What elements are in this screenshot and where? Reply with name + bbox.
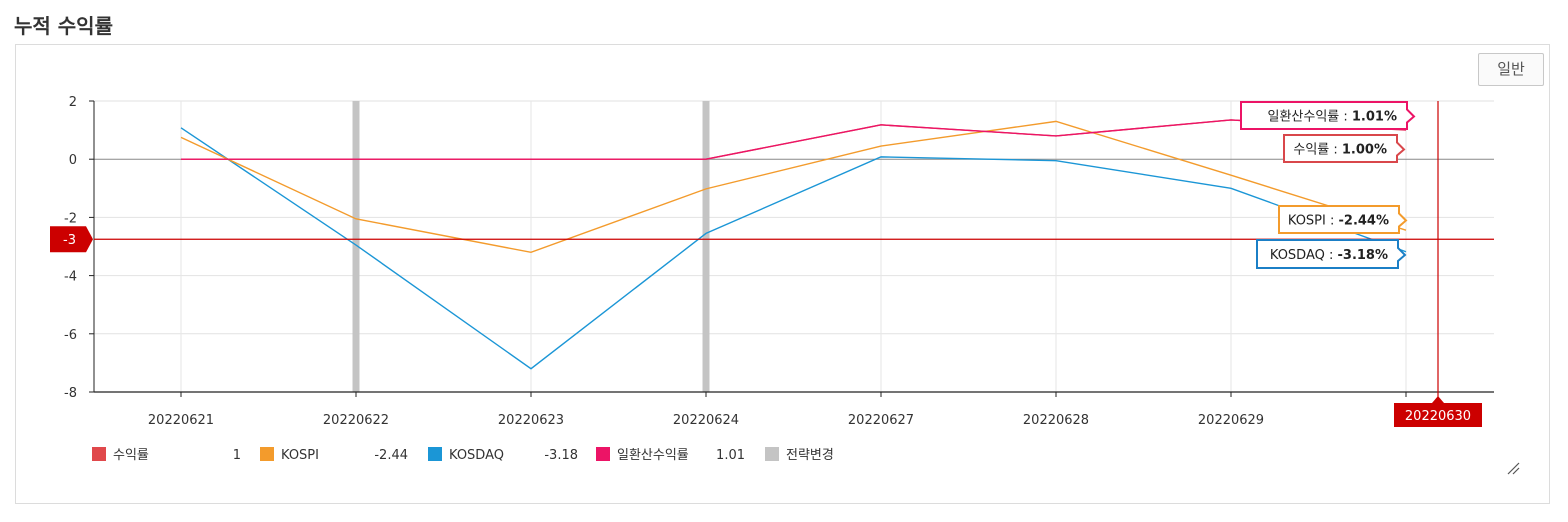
legend-swatch bbox=[428, 447, 442, 461]
tooltip-value: -3.18% bbox=[1338, 248, 1389, 263]
tooltip-label: KOSDAQ : bbox=[1270, 248, 1338, 263]
y-tick-label: -2 bbox=[64, 211, 77, 226]
legend-value: -3.18 bbox=[544, 448, 578, 463]
y-tick-label: 0 bbox=[69, 153, 77, 168]
page-title: 누적 수익률 bbox=[14, 14, 113, 38]
series-line-3 bbox=[181, 119, 1407, 160]
legend-label: 수익률 bbox=[113, 448, 149, 463]
tooltip-value: 1.00% bbox=[1342, 143, 1387, 158]
legend-swatch bbox=[260, 447, 274, 461]
tooltip-value: 1.01% bbox=[1352, 110, 1397, 125]
tooltip-text: KOSDAQ : -3.18% bbox=[1270, 248, 1388, 263]
tooltip-box bbox=[1240, 101, 1416, 130]
tooltip-2: KOSPI : -2.44% bbox=[1278, 205, 1408, 234]
tooltip-box bbox=[1278, 205, 1408, 234]
y-tick-label: -4 bbox=[64, 270, 77, 285]
tooltip-box bbox=[1283, 134, 1406, 163]
x-tick-label: 20220628 bbox=[1023, 413, 1089, 428]
x-tick-label: 20220629 bbox=[1198, 413, 1264, 428]
tooltip-label: KOSPI : bbox=[1288, 214, 1339, 229]
strategy-change-bar bbox=[702, 101, 710, 392]
legend-value: 1.01 bbox=[716, 448, 745, 463]
y-tick-label: 2 bbox=[69, 95, 77, 110]
resize-handle-icon[interactable] bbox=[1506, 461, 1520, 475]
strategy-change-bar bbox=[352, 101, 360, 392]
tooltip-value: -2.44% bbox=[1339, 214, 1390, 229]
tooltip-text: KOSPI : -2.44% bbox=[1288, 214, 1389, 229]
legend-label: KOSDAQ bbox=[449, 448, 504, 463]
tooltip-label: 수익률 : bbox=[1293, 143, 1342, 158]
tooltip-box bbox=[1256, 239, 1407, 269]
tooltip-0: 일환산수익률 : 1.01% bbox=[1240, 101, 1416, 130]
legend-item-strategy-change[interactable]: 전략변경 bbox=[765, 447, 834, 463]
x-tick-label: 20220627 bbox=[848, 413, 914, 428]
x-tick-label: 20220623 bbox=[498, 413, 564, 428]
tooltip-1: 수익률 : 1.00% bbox=[1283, 134, 1406, 163]
series-line-2 bbox=[180, 127, 1407, 370]
x-tick-label: 20220624 bbox=[673, 413, 739, 428]
series-line-1 bbox=[180, 120, 1407, 254]
x-tick-label: 20220621 bbox=[148, 413, 214, 428]
legend-label: KOSPI bbox=[281, 448, 319, 463]
legend-swatch bbox=[92, 447, 106, 461]
legend-item-0[interactable]: 수익률 1 bbox=[92, 447, 241, 463]
crosshair-y-badge bbox=[50, 226, 93, 253]
legend-label: 일환산수익률 bbox=[617, 448, 689, 463]
mode-toggle-button[interactable]: 일반 bbox=[1478, 53, 1544, 86]
legend-item-1[interactable]: KOSPI -2.44 bbox=[260, 447, 408, 463]
crosshair-x-badge bbox=[1394, 396, 1482, 427]
crosshair-y-label: -3 bbox=[63, 233, 76, 248]
y-tick-label: -8 bbox=[64, 386, 77, 401]
tooltip-text: 수익률 : 1.00% bbox=[1293, 143, 1387, 158]
tooltip-3: KOSDAQ : -3.18% bbox=[1256, 239, 1407, 269]
legend-swatch bbox=[765, 447, 779, 461]
legend-swatch bbox=[596, 447, 610, 461]
tooltip-label: 일환산수익률 : bbox=[1267, 110, 1351, 125]
x-tick-label: 20220622 bbox=[323, 413, 389, 428]
y-tick-label: -6 bbox=[64, 328, 77, 343]
tooltip-text: 일환산수익률 : 1.01% bbox=[1267, 110, 1397, 125]
legend-value: -2.44 bbox=[374, 448, 408, 463]
legend-item-2[interactable]: KOSDAQ -3.18 bbox=[428, 447, 578, 463]
series-line-0 bbox=[181, 119, 1407, 160]
legend-value: 1 bbox=[233, 448, 241, 463]
crosshair-x-label: 20220630 bbox=[1405, 409, 1471, 424]
legend-label: 전략변경 bbox=[786, 448, 834, 463]
legend-item-3[interactable]: 일환산수익률 1.01 bbox=[596, 447, 745, 463]
